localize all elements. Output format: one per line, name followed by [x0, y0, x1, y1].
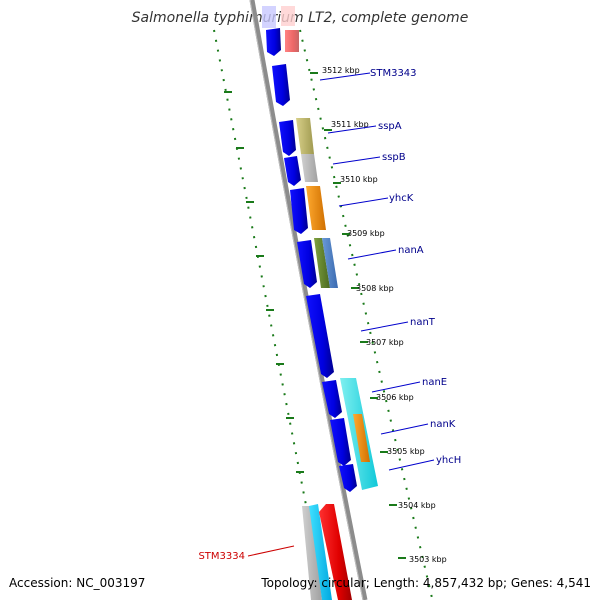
feature-orange-small	[353, 414, 370, 462]
reverse-cds-arrow	[319, 504, 352, 600]
cds-arrow	[272, 64, 290, 106]
kbp-label: 3512 kbp	[322, 66, 360, 75]
cds-arrow	[330, 418, 351, 466]
bottom-feature-track	[302, 504, 352, 600]
kbp-labels: 3512 kbp 3511 kbp 3510 kbp 3509 kbp 3508…	[322, 66, 447, 564]
faded-reverse-cds	[281, 6, 295, 26]
feature-cyan-bottom	[309, 504, 332, 600]
gene-label-nank[interactable]: nanK	[430, 419, 456, 430]
feature-gray	[301, 154, 318, 182]
cds-arrow	[266, 28, 281, 56]
cds-arrow	[339, 464, 357, 492]
gene-label-nane[interactable]: nanE	[422, 377, 447, 388]
kbp-label: 3506 kbp	[376, 393, 414, 402]
feature-olive	[296, 118, 314, 154]
feature-orange	[306, 186, 326, 230]
cds-arrow	[306, 294, 334, 378]
genome-backbone-highlight	[249, 0, 364, 600]
genome-backbone	[249, 0, 368, 600]
gene-label-sspa[interactable]: sspA	[378, 121, 402, 132]
feature-gray-bottom	[302, 506, 322, 600]
feature-green	[314, 238, 330, 288]
map-title: Salmonella typhimurium LT2, complete gen…	[132, 10, 469, 26]
feature-steelblue	[322, 238, 338, 288]
gene-leader-lines	[247, 72, 435, 557]
gene-label-yhch[interactable]: yhcH	[436, 455, 461, 466]
kbp-label: 3510 kbp	[340, 175, 378, 184]
gene-label-nant[interactable]: nanT	[410, 317, 436, 328]
gene-label-stm3343[interactable]: STM3343	[370, 68, 417, 79]
major-ticks-left	[224, 91, 304, 473]
topology-text: Topology: circular; Length: 4,857,432 bp…	[260, 576, 591, 590]
cds-arrow	[290, 188, 308, 234]
gene-labels: STM3343 sspA sspB yhcK nanA nanT nanE na…	[198, 68, 461, 562]
kbp-label: 3507 kbp	[366, 338, 404, 347]
kbp-label: 3504 kbp	[398, 501, 436, 510]
kbp-label: 3509 kbp	[347, 229, 385, 238]
major-ticks-right	[310, 72, 406, 559]
forward-cds-track	[266, 28, 357, 492]
kbp-label: 3503 kbp	[409, 555, 447, 564]
cds-arrow	[297, 240, 317, 288]
gene-label-sspb[interactable]: sspB	[382, 152, 406, 163]
feature-track	[296, 118, 378, 490]
accession-text: Accession: NC_003197	[9, 576, 145, 590]
cds-arrow	[279, 120, 296, 156]
kbp-label: 3508 kbp	[356, 284, 394, 293]
forward-strand-ruler	[299, 29, 433, 599]
gene-label-yhck[interactable]: yhcK	[389, 193, 414, 204]
cds-arrow	[284, 156, 301, 186]
gene-label-stm3334[interactable]: STM3334	[198, 551, 245, 562]
kbp-label: 3511 kbp	[331, 120, 369, 129]
pink-reverse-cds	[285, 30, 299, 52]
cds-arrow	[322, 380, 342, 418]
kbp-label: 3505 kbp	[387, 447, 425, 456]
gene-label-nana[interactable]: nanA	[398, 245, 424, 256]
faded-forward-cds	[262, 6, 276, 28]
